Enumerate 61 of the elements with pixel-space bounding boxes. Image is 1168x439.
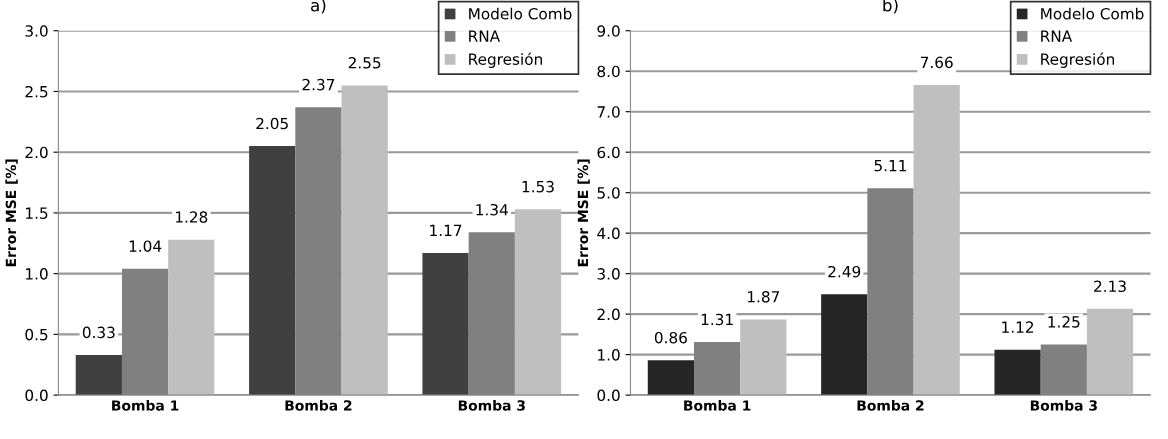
data-label: 5.11 [874, 160, 907, 172]
bar [994, 349, 1041, 396]
bar [740, 319, 787, 396]
legend-label: Regresión [469, 52, 542, 68]
legend-label: RNA [469, 30, 501, 42]
y-tick-label: 2.0 [597, 308, 620, 321]
y-tick-label: 4.0 [597, 227, 620, 240]
y-tick-label: 6.0 [597, 146, 620, 159]
data-label: 2.49 [828, 265, 861, 278]
y-tick-label: 0.0 [25, 389, 48, 402]
bar [647, 360, 694, 396]
data-label: 1.25 [1048, 316, 1080, 328]
y-tick-label: 3.0 [25, 25, 48, 37]
bar [168, 239, 215, 396]
bar [249, 146, 296, 396]
bar [1086, 308, 1134, 396]
y-tick-label: 1.5 [26, 207, 48, 219]
x-tick-label: Bomba 1 [684, 399, 751, 411]
data-label: 1.53 [522, 180, 554, 193]
legend-label: Regresión [1041, 52, 1114, 68]
x-tick-label: Bomba 3 [458, 399, 525, 411]
bar [514, 209, 562, 396]
bar [75, 355, 122, 396]
bar [341, 85, 388, 396]
data-label: 2.37 [302, 78, 335, 91]
y-tick-label: 0.0 [597, 389, 620, 402]
y-tick-label: 0.5 [25, 328, 48, 341]
bar [422, 253, 469, 396]
x-tick-label: Bomba 2 [285, 399, 352, 411]
data-label: 1.87 [748, 290, 780, 303]
bar [821, 294, 868, 396]
y-tick-label: 2.0 [25, 146, 48, 159]
x-tick-label: Bomba 3 [1030, 399, 1097, 411]
data-label: 0.86 [654, 331, 687, 344]
legend-label: RNA [1041, 30, 1073, 42]
y-tick-label: 1.0 [598, 349, 620, 361]
y-tick-label: 1.0 [26, 268, 48, 280]
data-label: 1.31 [701, 313, 733, 326]
legend-label: Modelo Comb [1041, 7, 1144, 20]
data-label: 1.12 [1002, 321, 1034, 333]
y-tick-label: 3.0 [597, 268, 620, 280]
x-tick-label: Bomba 2 [857, 399, 924, 411]
y-axis-title: Error MSE [%] [5, 159, 18, 267]
data-label: 2.05 [256, 117, 288, 130]
data-label: 2.13 [1094, 280, 1126, 293]
y-tick-label: 9.0 [597, 25, 620, 37]
legend-label: Modelo Comb [469, 7, 572, 20]
y-axis-title: Error MSE [%] [577, 159, 590, 267]
y-tick-label: 7.0 [597, 106, 620, 118]
y-tick-label: 5.0 [597, 187, 620, 199]
y-tick-label: 2.5 [25, 85, 48, 98]
x-tick-label: Bomba 1 [112, 399, 179, 411]
data-label: 1.17 [430, 224, 462, 236]
data-label: 7.66 [920, 56, 953, 69]
data-label: 2.55 [348, 56, 381, 69]
data-label: 1.04 [129, 240, 162, 252]
bar [913, 84, 960, 396]
data-label: 1.28 [175, 211, 208, 223]
data-label: 1.34 [476, 203, 508, 216]
y-tick-label: 8.0 [597, 65, 620, 78]
data-label: 0.33 [82, 326, 115, 339]
